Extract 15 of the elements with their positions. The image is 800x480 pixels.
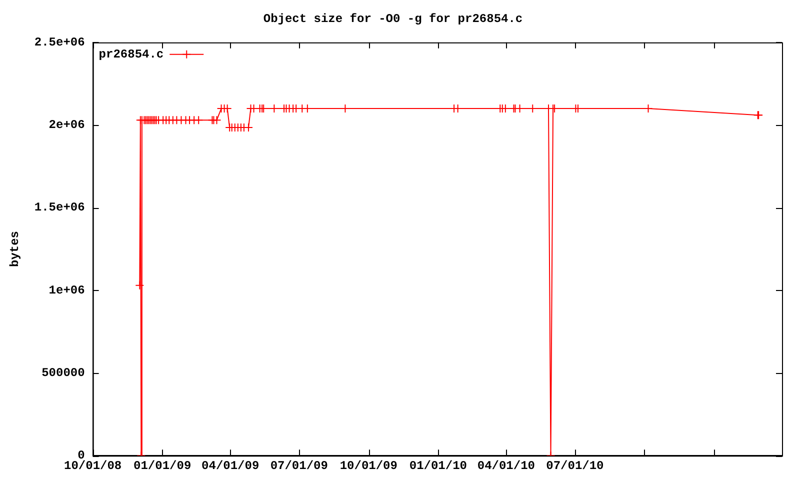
chart-title: Object size for -O0 -g for pr26854.c (263, 12, 523, 26)
x-tick-label: 01/01/10 (409, 458, 467, 473)
x-tick-label: 04/01/09 (202, 458, 260, 473)
x-tick-label: 04/01/10 (477, 458, 535, 473)
x-tick-label: 07/01/09 (270, 458, 328, 473)
x-tick-label: 07/01/10 (546, 458, 604, 473)
y-tick-label: 2.5e+06 (34, 35, 85, 50)
y-tick-label: 500000 (42, 366, 85, 380)
legend-label: pr26854.c (98, 47, 164, 62)
x-tick-label: 01/01/09 (134, 458, 192, 473)
y-tick-label: 2e+06 (48, 118, 85, 132)
x-tick-label: 10/01/09 (340, 458, 398, 473)
y-axis-title: bytes (8, 230, 22, 268)
y-tick-label: 1e+06 (48, 283, 85, 298)
y-tick-label: 1.5e+06 (34, 200, 85, 215)
